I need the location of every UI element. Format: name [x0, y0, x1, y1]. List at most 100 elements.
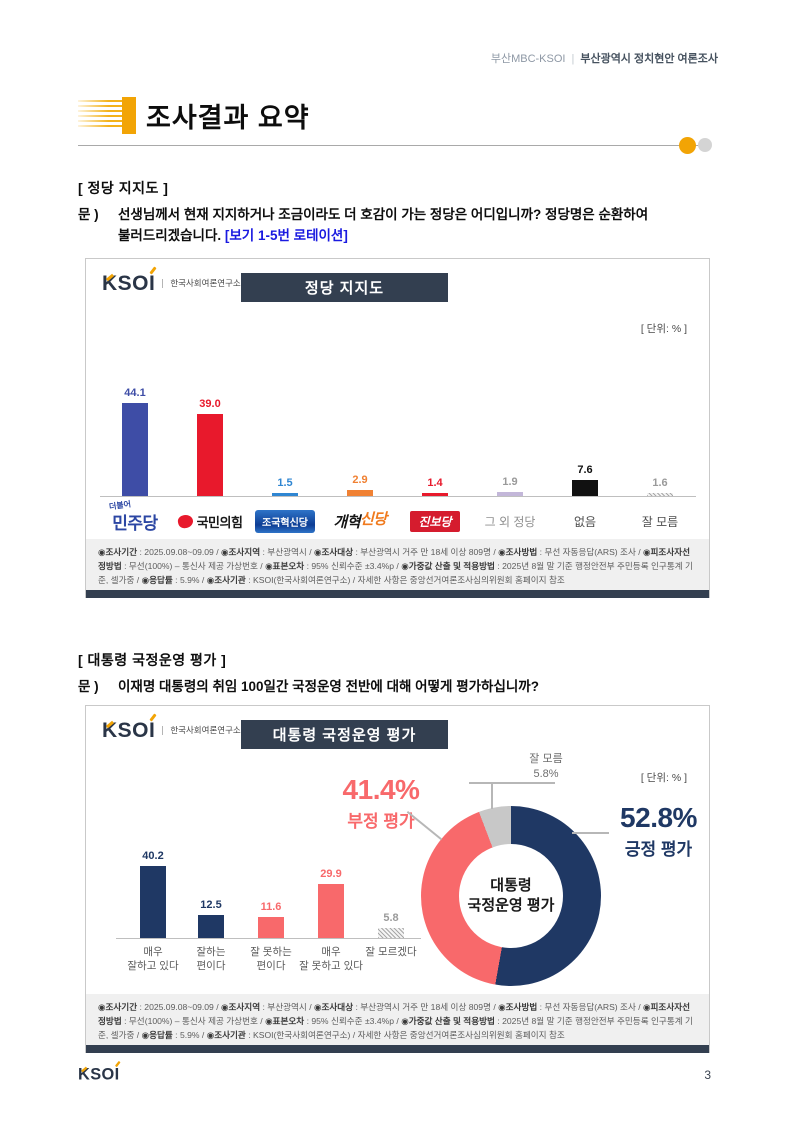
bar-value-label: 39.0 — [199, 398, 221, 410]
negative-percent: 41.4% — [342, 774, 420, 805]
donut-center-label: 대통령 국정운영 평가 — [459, 844, 563, 948]
party-label-text: 국민의힘 — [176, 512, 243, 531]
chart1-bottom-bar — [86, 590, 709, 598]
ksoi-logo-icon: KSOI — [102, 713, 157, 741]
document-header: 부산MBC-KSOI | 부산광역시 정치현안 여론조사 — [491, 50, 718, 66]
bar-value-label: 7.6 — [577, 464, 593, 476]
unknown-callout: 잘 모름 5.8% — [496, 750, 596, 780]
bar — [378, 928, 404, 938]
chart1-title: 정당 지지도 — [241, 273, 448, 302]
bar — [318, 884, 344, 938]
party-label-진보당: 진보당 — [387, 503, 483, 539]
header-title: 부산광역시 정치현안 여론조사 — [580, 53, 718, 65]
bar-value-label: 40.2 — [142, 850, 164, 862]
party-label-더불어민주당: 더불어 민주당 — [87, 499, 183, 539]
page-number: 3 — [704, 1068, 711, 1082]
negative-callout: 41.4% 부정 평가 — [321, 774, 441, 832]
party-label-text: 잘 모름 — [641, 514, 679, 529]
bar-value-label: 1.5 — [277, 477, 293, 489]
category-label: 잘하는 편이다 — [196, 946, 226, 972]
section-party-support: [ 정당 지지도 ] 문 ) 선생님께서 현재 지지하거나 조금이라도 더 호감… — [78, 178, 726, 247]
party-label-개혁신당: 개혁신당 — [312, 503, 408, 539]
section2-question: 문 ) 이재명 대통령의 취임 100일간 국정운영 전반에 대해 어떻게 평가… — [78, 677, 726, 698]
bar-value-label: 5.8 — [383, 912, 399, 924]
chart2-bottom-bar — [86, 1045, 709, 1053]
footer-ksoi-logo: KSOI — [78, 1060, 121, 1082]
title-divider — [78, 137, 712, 154]
page-title: 조사결과 요약 — [146, 103, 310, 133]
bar — [422, 493, 448, 496]
bar-value-label: 1.6 — [652, 477, 668, 489]
category-label: 매우 잘 못하고 있다 — [299, 946, 363, 972]
party-label-text: 개혁신당 — [333, 510, 387, 531]
chart1-unit-label: [ 단위: % ] — [640, 323, 687, 335]
bar — [647, 493, 673, 496]
party-label-text: 없음 — [573, 514, 597, 529]
unknown-label: 잘 모름 — [529, 753, 563, 765]
ksoi-logo-icon: KSOI — [102, 266, 157, 294]
bar-value-label: 12.5 — [200, 899, 222, 911]
party-label-그 외 정당: 그 외 정당 — [462, 503, 558, 539]
ksoi-logo: KSOI 한국사회여론연구소 — [102, 713, 241, 741]
ppp-logo-icon — [176, 513, 194, 529]
bar-value-label: 44.1 — [124, 387, 146, 399]
positive-callout: 52.8% 긍정 평가 — [601, 802, 716, 860]
question-prefix: 문 ) — [78, 679, 99, 694]
ksoi-org-name: 한국사회여론연구소 — [162, 278, 241, 289]
ksoi-logo-icon: KSOI — [78, 1060, 121, 1082]
party-label-text: 조국혁신당 — [255, 509, 315, 533]
divider-dot-orange — [679, 137, 696, 154]
chart2-methodology-footnote: ◉조사기간 : 2025.09.08~09.09 / ◉조사지역 : 부산광역시… — [86, 994, 709, 1046]
category-label: 잘 못하는 편이다 — [250, 946, 292, 972]
bar — [122, 403, 148, 496]
header-separator: | — [571, 53, 575, 65]
unknown-percent: 5.8% — [533, 768, 559, 780]
party-label-text: 그 외 정당 — [484, 514, 536, 529]
positive-label: 긍정 평가 — [624, 840, 693, 859]
ksoi-org-name: 한국사회여론연구소 — [162, 725, 241, 736]
party-label-text: 진보당 — [410, 510, 460, 532]
bar-value-label: 1.4 — [427, 477, 443, 489]
title-decoration-lines — [78, 100, 122, 130]
party-support-chart-card: KSOI 한국사회여론연구소 정당 지지도 [ 단위: % ] 44.1 39.0… — [85, 258, 710, 598]
chart2-unit-label: [ 단위: % ] — [640, 772, 687, 784]
divider-dot-gray — [698, 138, 712, 152]
question-line2: 불러드리겠습니다. — [118, 227, 222, 243]
category-label: 매우 잘하고 있다 — [127, 946, 179, 972]
bar — [258, 917, 284, 938]
header-brand: 부산MBC-KSOI — [490, 53, 566, 65]
ksoi-logo: KSOI 한국사회여론연구소 — [102, 266, 241, 294]
category-label: 잘 모르겠다 — [365, 946, 417, 958]
bar — [272, 493, 298, 496]
president-evaluation-chart-card: KSOI 한국사회여론연구소 대통령 국정운영 평가 [ 단위: % ] 40.… — [85, 705, 710, 1053]
evaluation-donut-chart: 대통령 국정운영 평가 — [421, 806, 601, 986]
bar-value-label: 29.9 — [320, 868, 342, 880]
party-label-국민의힘: 국민의힘 — [162, 503, 258, 539]
chart1-methodology-footnote: ◉조사기간 : 2025.09.08~09.09 / ◉조사지역 : 부산광역시… — [86, 539, 709, 591]
section-president-evaluation: [ 대통령 국정운영 평가 ] 문 ) 이재명 대통령의 취임 100일간 국정… — [78, 650, 726, 698]
unknown-leader-line — [469, 782, 555, 784]
positive-leader-line — [572, 832, 609, 834]
bar — [572, 480, 598, 496]
section1-question: 문 ) 선생님께서 현재 지지하거나 조금이라도 더 호감이 가는 정당은 어디… — [78, 205, 726, 247]
bar-value-label: 11.6 — [260, 901, 282, 913]
party-label-잘 모름: 잘 모름 — [612, 503, 708, 539]
bar-value-label: 2.9 — [352, 474, 368, 486]
unknown-leader-line-vertical — [491, 782, 493, 809]
question-prefix: 문 ) — [78, 207, 99, 222]
section1-heading: [ 정당 지지도 ] — [78, 180, 169, 196]
chart1-axis-line — [100, 496, 696, 497]
chart2-axis-line — [116, 938, 421, 939]
positive-percent: 52.8% — [620, 802, 697, 833]
party-label-조국혁신당: 조국혁신당 — [237, 503, 333, 539]
question-note: [보기 1-5번 로테이션] — [224, 227, 348, 243]
section2-heading: [ 대통령 국정운영 평가 ] — [78, 652, 227, 668]
chart2-title: 대통령 국정운영 평가 — [241, 720, 448, 749]
negative-label: 부정 평가 — [347, 812, 415, 831]
question-line1: 선생님께서 현재 지지하거나 조금이라도 더 호감이 가는 정당은 어디입니까?… — [118, 207, 649, 222]
bar — [198, 915, 224, 938]
bar-value-label: 1.9 — [502, 476, 518, 488]
bar — [197, 414, 223, 496]
party-label-없음: 없음 — [537, 503, 633, 539]
